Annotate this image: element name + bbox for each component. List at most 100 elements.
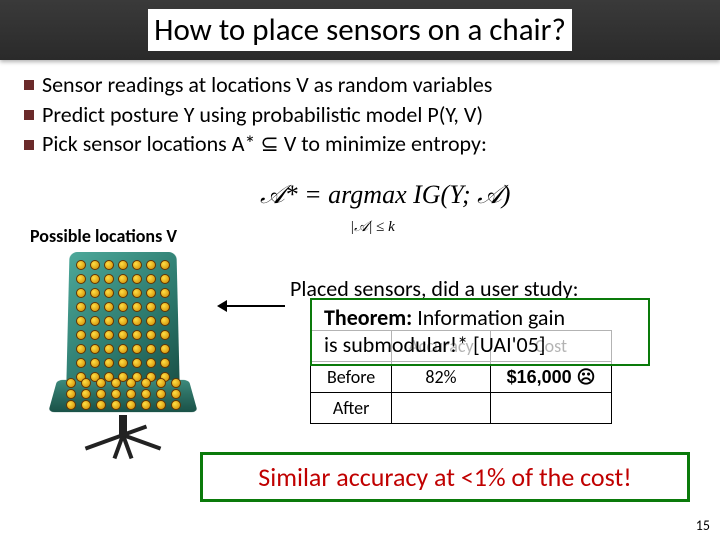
sensor-dot [132, 260, 142, 270]
sensor-dot [76, 330, 86, 340]
sensor-dot [118, 260, 128, 270]
sensor-dot [90, 302, 100, 312]
table-cell: $16,000 ☹ [490, 362, 612, 393]
sensor-dot [90, 260, 100, 270]
bullet-item: Sensor readings at locations V as random… [24, 70, 696, 100]
sensor-dot [104, 344, 114, 354]
sensor-dot [132, 316, 142, 326]
chair-diagram [28, 250, 218, 460]
theorem-label: Theorem: [324, 304, 412, 331]
sensor-dot [132, 288, 142, 298]
sensor-dot [132, 274, 142, 284]
bullet-list: Sensor readings at locations V as random… [24, 70, 696, 159]
sensor-dot [104, 358, 114, 368]
sensor-dot [96, 378, 106, 388]
sensor-dot [146, 288, 156, 298]
sensor-dot [118, 330, 128, 340]
sensor-dot [90, 316, 100, 326]
sensor-dot [118, 302, 128, 312]
sensor-dot [146, 274, 156, 284]
sensor-dot [66, 389, 76, 399]
table-cell [490, 393, 612, 424]
sensor-dot [81, 378, 91, 388]
sensor-dot [104, 260, 114, 270]
title-bar: How to place sensors on a chair? [0, 0, 720, 60]
sensor-dot [81, 400, 91, 410]
sensor-dot [76, 302, 86, 312]
sensor-dot [141, 400, 151, 410]
sensor-dot [146, 316, 156, 326]
sensor-dot [118, 288, 128, 298]
sensor-dot [76, 260, 86, 270]
sensor-dot [141, 378, 151, 388]
sensor-dot [156, 378, 166, 388]
sensor-grid-seat [66, 378, 185, 410]
sensor-dot [111, 400, 121, 410]
sensor-dot [76, 344, 86, 354]
sensor-dot [171, 389, 181, 399]
sensor-dot [81, 389, 91, 399]
sensor-dot [66, 400, 76, 410]
sensor-dot [160, 344, 170, 354]
sensor-dot [90, 274, 100, 284]
sensor-dot [160, 274, 170, 284]
sensor-dot [90, 288, 100, 298]
table-row: Before 82% $16,000 ☹ [311, 362, 612, 393]
table-cell [392, 393, 490, 424]
sensor-dot [146, 302, 156, 312]
formula-constraint: |𝒜| ≤ k [350, 218, 395, 236]
possible-label-v: V [166, 225, 177, 247]
sensor-dot [160, 316, 170, 326]
slide-number: 15 [696, 517, 710, 534]
table-cell: Before [311, 362, 392, 393]
sensor-dot [118, 274, 128, 284]
sensor-dot [171, 378, 181, 388]
sensor-dot [156, 400, 166, 410]
sensor-dot [132, 330, 142, 340]
sensor-dot [126, 389, 136, 399]
sensor-dot [104, 302, 114, 312]
sensor-dot [160, 358, 170, 368]
sensor-dot [118, 316, 128, 326]
sensor-dot [126, 378, 136, 388]
sensor-dot [160, 330, 170, 340]
sensor-dot [171, 400, 181, 410]
theorem-body-1: Information gain [412, 304, 565, 331]
sensor-dot [104, 288, 114, 298]
sensor-dot [76, 288, 86, 298]
sensor-dot [66, 378, 76, 388]
chair-base [83, 415, 163, 455]
body: Sensor readings at locations V as random… [0, 60, 720, 159]
sensor-dot [132, 358, 142, 368]
sensor-dot [96, 389, 106, 399]
sensor-dot [146, 344, 156, 354]
sensor-dot [111, 378, 121, 388]
sensor-dot [146, 260, 156, 270]
sensor-dot [90, 344, 100, 354]
arrow-left-icon [225, 305, 285, 307]
sensor-dot [160, 260, 170, 270]
sensor-dot [160, 288, 170, 298]
slide-title: How to place sensors on a chair? [148, 9, 572, 51]
sensor-dot [132, 302, 142, 312]
sensor-dot [118, 344, 128, 354]
bullet-item: Predict posture Y using probabilistic mo… [24, 100, 696, 130]
possible-locations-label: Possible locations V [30, 225, 177, 247]
bullet-item: Pick sensor locations A* ⊆ V to minimize… [24, 129, 696, 159]
summary-box: Similar accuracy at <1% of the cost! [200, 452, 690, 502]
sensor-dot [141, 389, 151, 399]
possible-label-prefix: Possible locations [30, 225, 166, 247]
sensor-dot [160, 302, 170, 312]
sensor-dot [76, 274, 86, 284]
formula-main: 𝒜* = argmax IG(Y; 𝒜) [260, 180, 510, 211]
cost-before: $16,000 ☹ [507, 367, 596, 387]
sensor-dot [146, 330, 156, 340]
table-row: After [311, 393, 612, 424]
sensor-dot [126, 400, 136, 410]
sensor-dot [76, 316, 86, 326]
sensor-dot [90, 330, 100, 340]
theorem-body-2: is submodular!* [UAI'05] [324, 331, 546, 358]
sensor-dot [104, 274, 114, 284]
sensor-dot [132, 344, 142, 354]
sensor-dot [118, 358, 128, 368]
